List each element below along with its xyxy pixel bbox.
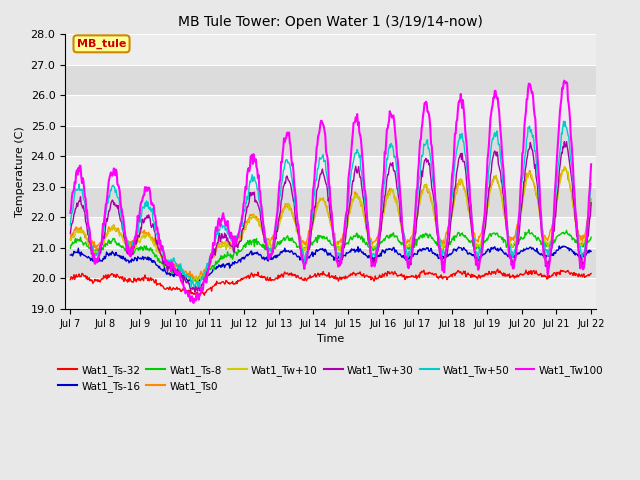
Line: Wat1_Ts-8: Wat1_Ts-8 xyxy=(70,230,591,281)
Wat1_Ts-32 xyxy=(211,283,218,288)
Wat1_Tw+30 xyxy=(129,246,137,252)
Line: Wat1_Ts-16: Wat1_Ts-16 xyxy=(70,246,591,283)
Legend: Wat1_Ts-32, Wat1_Ts-16, Wat1_Ts-8, Wat1_Ts0, Wat1_Tw+10, Wat1_Tw+30, Wat1_Tw+50,: Wat1_Ts-32, Wat1_Ts-16, Wat1_Ts-8, Wat1_… xyxy=(54,360,607,396)
Wat1_Tw+10 xyxy=(67,236,74,242)
Wat1_Ts0 xyxy=(211,252,218,257)
Wat1_Ts-16 xyxy=(188,280,196,286)
Wat1_Ts0 xyxy=(193,276,201,282)
Wat1_Tw+30 xyxy=(563,139,570,144)
Wat1_Ts-16 xyxy=(556,243,563,249)
Wat1_Ts-32 xyxy=(410,274,417,280)
Wat1_Tw+30 xyxy=(588,200,595,205)
Wat1_Ts-16 xyxy=(410,252,417,257)
Wat1_Ts-8 xyxy=(525,227,532,233)
Wat1_Tw+30 xyxy=(182,280,190,286)
Wat1_Ts-16 xyxy=(395,252,403,257)
Wat1_Ts-8 xyxy=(129,251,137,256)
Wat1_Tw+30 xyxy=(191,289,199,295)
Wat1_Tw+10 xyxy=(182,272,190,278)
Line: Wat1_Ts0: Wat1_Ts0 xyxy=(70,167,591,279)
Wat1_Tw+10 xyxy=(129,248,137,254)
Title: MB Tule Tower: Open Water 1 (3/19/14-now): MB Tule Tower: Open Water 1 (3/19/14-now… xyxy=(179,15,483,29)
Line: Wat1_Tw+30: Wat1_Tw+30 xyxy=(70,142,591,292)
Wat1_Tw+30 xyxy=(395,194,403,200)
Wat1_Ts-32 xyxy=(182,288,190,293)
Wat1_Ts-8 xyxy=(76,238,84,244)
Wat1_Tw+30 xyxy=(410,243,417,249)
Wat1_Ts-8 xyxy=(211,263,218,269)
Wat1_Ts-32 xyxy=(67,277,74,283)
Bar xyxy=(65,217,596,248)
Wat1_Ts-8 xyxy=(182,274,190,279)
Wat1_Tw100 xyxy=(561,78,568,84)
Wat1_Tw+50 xyxy=(129,241,137,247)
Wat1_Tw100 xyxy=(182,288,190,294)
Wat1_Ts0 xyxy=(588,196,595,202)
Wat1_Ts-8 xyxy=(588,234,595,240)
Wat1_Tw+50 xyxy=(560,118,568,124)
Wat1_Ts0 xyxy=(67,237,74,242)
Wat1_Tw+50 xyxy=(182,274,190,280)
Wat1_Ts-8 xyxy=(395,238,403,244)
Wat1_Tw100 xyxy=(588,161,595,167)
Wat1_Ts-8 xyxy=(67,245,74,251)
Wat1_Tw+10 xyxy=(193,279,201,285)
Wat1_Ts0 xyxy=(182,268,190,274)
Wat1_Tw+30 xyxy=(67,230,74,236)
Wat1_Ts0 xyxy=(395,208,403,214)
Wat1_Tw+10 xyxy=(211,252,218,258)
Wat1_Tw+50 xyxy=(588,181,595,187)
Wat1_Tw100 xyxy=(395,168,403,173)
Wat1_Tw+30 xyxy=(76,198,84,204)
Wat1_Tw+50 xyxy=(211,239,218,245)
Wat1_Tw100 xyxy=(189,300,197,306)
Bar xyxy=(65,35,596,65)
Wat1_Tw+10 xyxy=(76,229,84,235)
Line: Wat1_Tw+10: Wat1_Tw+10 xyxy=(70,167,591,282)
Wat1_Tw100 xyxy=(211,242,218,248)
Line: Wat1_Tw100: Wat1_Tw100 xyxy=(70,81,591,303)
Wat1_Ts0 xyxy=(561,164,568,170)
Wat1_Tw100 xyxy=(67,210,74,216)
Wat1_Ts-32 xyxy=(129,279,137,285)
Wat1_Ts-32 xyxy=(395,273,403,278)
Wat1_Ts-8 xyxy=(410,240,417,246)
Wat1_Ts-32 xyxy=(76,274,84,279)
Wat1_Ts-16 xyxy=(588,249,595,254)
Line: Wat1_Ts-32: Wat1_Ts-32 xyxy=(70,269,591,295)
Wat1_Ts-16 xyxy=(76,250,84,256)
Wat1_Ts-8 xyxy=(191,278,199,284)
Wat1_Tw+50 xyxy=(395,185,403,191)
Wat1_Ts-32 xyxy=(200,292,208,298)
Wat1_Ts-32 xyxy=(494,266,502,272)
Wat1_Ts0 xyxy=(410,224,417,229)
Wat1_Ts0 xyxy=(129,238,137,244)
Wat1_Tw+10 xyxy=(410,234,417,240)
Wat1_Ts-16 xyxy=(182,276,190,282)
Wat1_Tw+10 xyxy=(395,206,403,212)
Wat1_Tw+10 xyxy=(561,164,569,170)
Y-axis label: Temperature (C): Temperature (C) xyxy=(15,126,25,217)
Wat1_Ts-16 xyxy=(211,265,218,271)
Wat1_Tw+50 xyxy=(410,229,417,235)
Wat1_Ts-16 xyxy=(67,252,74,258)
Wat1_Tw+50 xyxy=(67,222,74,228)
Bar xyxy=(65,156,596,187)
Wat1_Tw100 xyxy=(76,163,84,168)
Wat1_Ts-16 xyxy=(129,258,137,264)
Wat1_Ts0 xyxy=(76,227,84,233)
Bar xyxy=(65,278,596,309)
Wat1_Ts-32 xyxy=(588,271,595,276)
Wat1_Tw+10 xyxy=(588,202,595,207)
Wat1_Tw+50 xyxy=(188,285,195,290)
Wat1_Tw100 xyxy=(410,234,417,240)
Wat1_Tw100 xyxy=(129,243,137,249)
X-axis label: Time: Time xyxy=(317,334,344,344)
Wat1_Tw+50 xyxy=(76,188,84,193)
Line: Wat1_Tw+50: Wat1_Tw+50 xyxy=(70,121,591,288)
Bar xyxy=(65,96,596,126)
Text: MB_tule: MB_tule xyxy=(77,39,126,49)
Wat1_Tw+30 xyxy=(211,247,218,253)
